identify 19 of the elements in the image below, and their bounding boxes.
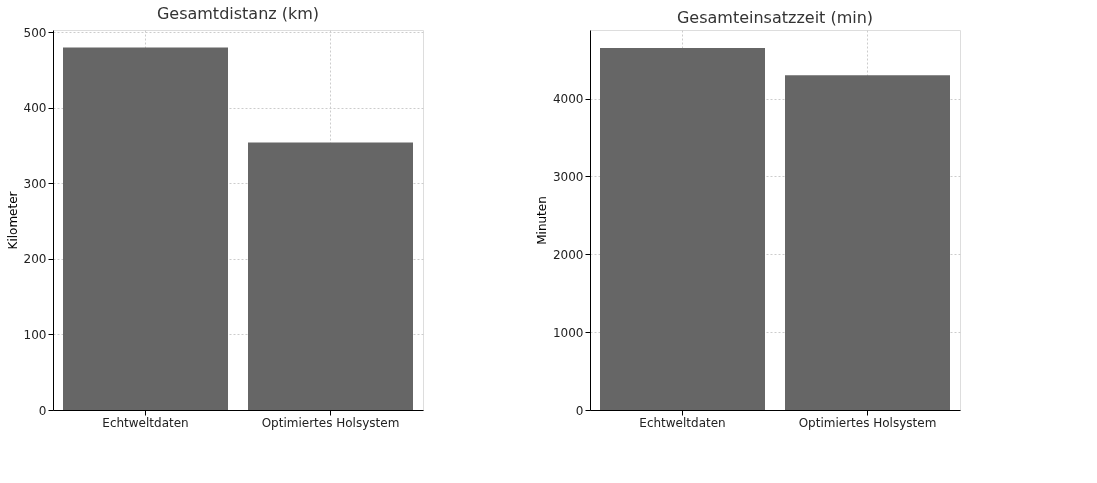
y-tick-label: 400 bbox=[23, 101, 47, 116]
y-tick-label: 0 bbox=[38, 403, 47, 418]
y-tick-label: 4000 bbox=[552, 92, 584, 107]
y-tick-label: 0 bbox=[575, 403, 584, 418]
y-tick-label: 2000 bbox=[552, 247, 584, 262]
y-tick-label: 3000 bbox=[552, 169, 584, 184]
y-tick-label: 200 bbox=[23, 252, 47, 267]
x-tick-label: Optimiertes Holsystem bbox=[261, 415, 400, 430]
y-tick-label: 100 bbox=[23, 327, 47, 342]
y-axis-title: Kilometer bbox=[5, 191, 20, 250]
y-tick-label: 1000 bbox=[552, 325, 584, 340]
x-tick-label: Echtweltdaten bbox=[102, 415, 189, 430]
x-tick-label: Echtweltdaten bbox=[639, 415, 726, 430]
y-axis-title: Minuten bbox=[534, 196, 549, 245]
y-tick-label: 300 bbox=[23, 176, 47, 191]
x-tick-label: Optimiertes Holsystem bbox=[798, 415, 937, 430]
chart-title: Gesamtdistanz (km) bbox=[156, 4, 320, 24]
y-tick-label: 500 bbox=[23, 25, 47, 40]
chart-title: Gesamteinsatzzeit (min) bbox=[676, 8, 874, 27]
